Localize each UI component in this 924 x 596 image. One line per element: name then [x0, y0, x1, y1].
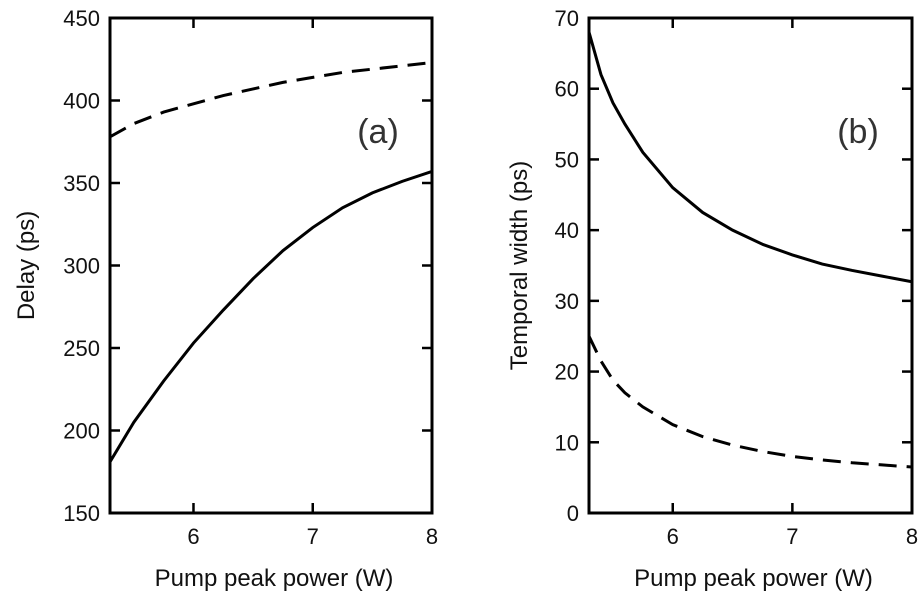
x-tick-label: 7 — [786, 524, 798, 549]
y-tick-label: 40 — [555, 218, 579, 243]
panel-b-temporal-width-chart: 0 10 20 30 40 50 60 70 6 7 8 Pump peak power (W) Tem… — [506, 6, 918, 592]
panel-label: (b) — [837, 113, 879, 151]
y-tick-label: 450 — [63, 6, 100, 31]
y-tick-label: 400 — [63, 89, 100, 114]
y-tick-label: 300 — [63, 254, 100, 279]
x-tick-label: 6 — [187, 524, 199, 549]
y-axis-title: Temporal width (ps) — [506, 161, 533, 370]
series-dashed-line — [589, 335, 912, 469]
y-tick-label: 70 — [555, 6, 579, 31]
x-tick-label: 7 — [307, 524, 319, 549]
x-tick-label: 6 — [667, 524, 679, 549]
y-tick-label: 10 — [555, 430, 579, 455]
y-tick-label: 50 — [555, 147, 579, 172]
x-axis-title: Pump peak power (W) — [155, 565, 394, 592]
y-tick-label: 350 — [63, 171, 100, 196]
y-tick-label: 60 — [555, 77, 579, 102]
y-tick-label: 20 — [555, 360, 579, 385]
y-tick-label: 30 — [555, 289, 579, 314]
y-tick-label: 200 — [63, 419, 100, 444]
y-tick-label: 150 — [63, 501, 100, 526]
series-solid-line — [110, 170, 432, 463]
x-tick-label: 8 — [426, 524, 438, 549]
panel-label: (a) — [357, 113, 399, 151]
x-tick-label: 8 — [906, 524, 918, 549]
y-axis-title: Delay (ps) — [13, 211, 40, 320]
series-solid-line — [589, 31, 912, 284]
plot-frame — [108, 16, 434, 515]
y-tick-label: 250 — [63, 336, 100, 361]
panel-a-delay-chart: 150 200 250 300 350 400 450 6 7 8 Pump peak power … — [13, 6, 438, 592]
x-axis-title: Pump peak power (W) — [634, 565, 873, 592]
y-tick-label: 0 — [567, 501, 579, 526]
plot-frame — [587, 16, 914, 515]
